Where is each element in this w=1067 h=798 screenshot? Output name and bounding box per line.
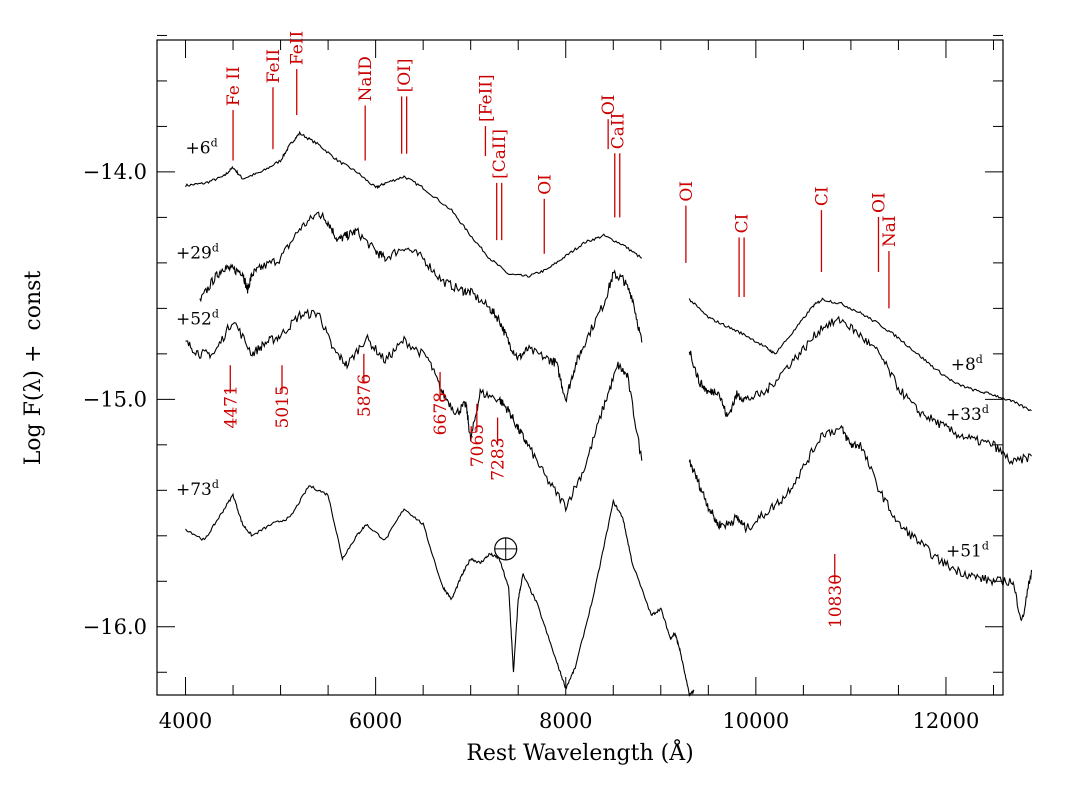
line-id-label: [OI] — [395, 59, 415, 93]
plot-frame — [156, 39, 1004, 696]
line-id-label: CI — [812, 186, 832, 206]
epoch-label: +51d — [946, 539, 989, 561]
line-id-label: OI — [677, 181, 697, 202]
epoch-label: +33d — [946, 403, 989, 425]
epoch-label: +29d — [176, 241, 219, 263]
he-line-label: 7283 — [489, 438, 509, 481]
y-axis-title: Log F(λ) + const — [21, 271, 46, 466]
line-id-label: CI — [733, 214, 753, 234]
line-id-label: OI — [535, 174, 555, 195]
line-id-label: Fe II — [224, 66, 244, 106]
y-tick-label: −15.0 — [83, 387, 147, 411]
spectrum-plus-8d — [688, 297, 1032, 412]
epoch-labels: +6d +29d +52d +73d +8d +33d +51d — [176, 137, 989, 562]
spectrum-plus-33d — [688, 315, 1032, 466]
y-tick-label: −14.0 — [83, 160, 147, 184]
epoch-label: +52d — [176, 307, 219, 329]
line-id-label: NaI — [880, 215, 900, 247]
he-line-label: 5015 — [273, 385, 293, 428]
annotations — [494, 537, 518, 561]
x-tick-label: 8000 — [539, 709, 592, 733]
y-tick-label: −16.0 — [83, 615, 147, 639]
he-line-label: 6678 — [431, 392, 451, 435]
spectrum-plus-6d — [185, 130, 643, 278]
x-tick-label: 4000 — [159, 709, 212, 733]
x-tick-label: 10000 — [722, 709, 789, 733]
he-line-label: 10830 — [826, 574, 846, 628]
he-line-label: 7065 — [468, 424, 488, 467]
line-id-label: CaII — [608, 113, 628, 150]
line-id-label: [CaII] — [490, 129, 510, 179]
epoch-label: +8d — [951, 353, 983, 375]
epoch-label: +6d — [186, 137, 218, 159]
spectrum-plus-52d — [185, 308, 643, 513]
line-id-label: OI — [599, 95, 619, 116]
x-axis-title: Rest Wavelength (Å) — [466, 738, 693, 766]
spectrum-plus-29d — [199, 211, 643, 403]
x-tick-label: 6000 — [349, 709, 402, 733]
spectrum-plus-51d — [688, 424, 1033, 622]
line-id-label: [FeII] — [476, 74, 496, 122]
line-id-label: OI — [869, 192, 889, 213]
line-id-label: FeII — [264, 49, 284, 83]
x-tick-labels: 4000 6000 8000 10000 12000 — [159, 709, 980, 733]
spectrum-plus-73d — [185, 485, 695, 697]
line-id-label: FeII — [288, 31, 308, 65]
spectra — [185, 130, 1033, 697]
he-line-label: 4471 — [221, 385, 241, 428]
x-tick-label: 12000 — [913, 709, 980, 733]
y-tick-labels: −14.0 −15.0 −16.0 — [83, 160, 147, 639]
axis-ticks — [157, 34, 1003, 695]
epoch-label: +73d — [176, 478, 219, 500]
line-id-label: NaID — [356, 56, 376, 101]
he-line-label: 5876 — [355, 374, 375, 417]
